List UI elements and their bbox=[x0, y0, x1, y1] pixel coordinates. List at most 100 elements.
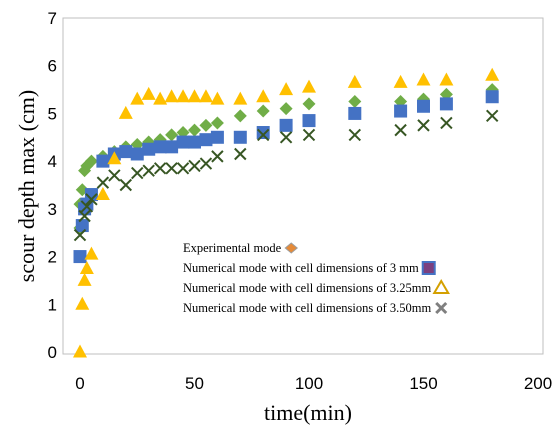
legend-entry: Numerical mode with cell dimensions of 3… bbox=[183, 301, 448, 315]
triangle-data-point bbox=[393, 74, 408, 88]
triangle-data-point bbox=[485, 67, 500, 81]
x-data-point bbox=[131, 166, 144, 180]
series-2-markers bbox=[73, 90, 499, 264]
triangle-data-point bbox=[176, 89, 191, 103]
x-data-point bbox=[485, 109, 499, 123]
triangle-data-point bbox=[73, 344, 87, 358]
x-data-point bbox=[417, 119, 430, 132]
x-data-point bbox=[440, 116, 453, 130]
y-tick-label: 1 bbox=[48, 295, 57, 314]
series-4-markers bbox=[73, 109, 499, 242]
legend-entry-label: Numerical mode with cell dimensions of 3… bbox=[183, 301, 431, 315]
diamond-data-point bbox=[256, 104, 270, 118]
diamond-data-point bbox=[233, 109, 247, 123]
legend-entry-label: Numerical mode with cell dimensions of 3… bbox=[183, 281, 431, 295]
x-data-point bbox=[279, 131, 293, 144]
square-data-point bbox=[96, 154, 110, 168]
x-data-point bbox=[394, 123, 407, 137]
square-data-point bbox=[73, 250, 87, 264]
y-axis-title: scour depth max (cm) bbox=[14, 90, 39, 282]
diamond-data-point bbox=[199, 118, 213, 132]
x-data-point bbox=[73, 228, 87, 242]
x-tick-label: 150 bbox=[409, 374, 437, 393]
square-data-point bbox=[417, 99, 430, 113]
x-tick-label: 50 bbox=[185, 374, 204, 393]
square-data-point bbox=[279, 118, 293, 132]
x-axis-title: time(min) bbox=[264, 400, 352, 425]
y-axis-tick-labels: 0 1 2 3 4 5 6 7 bbox=[48, 9, 57, 362]
x-data-point bbox=[165, 162, 178, 175]
legend-triangle-marker bbox=[432, 279, 450, 294]
legend-entry: Numerical mode with cell dimensions of 3… bbox=[183, 261, 436, 275]
data-markers bbox=[73, 67, 500, 358]
square-data-point bbox=[75, 219, 89, 233]
diamond-data-point bbox=[279, 102, 293, 116]
triangle-data-point bbox=[153, 91, 168, 105]
square-data-point bbox=[485, 90, 499, 104]
square-data-point bbox=[348, 106, 362, 120]
square-data-point bbox=[130, 147, 144, 161]
triangle-data-point bbox=[118, 105, 133, 119]
y-tick-label: 4 bbox=[48, 152, 57, 171]
square-data-point bbox=[233, 130, 247, 144]
triangle-data-point bbox=[130, 91, 145, 105]
x-tick-label: 0 bbox=[75, 374, 84, 393]
triangle-data-point bbox=[187, 89, 202, 103]
diamond-data-point bbox=[348, 95, 362, 108]
x-data-point bbox=[80, 200, 94, 213]
x-data-point bbox=[78, 209, 91, 223]
x-data-point bbox=[176, 162, 190, 175]
x-data-point bbox=[302, 128, 316, 142]
y-tick-label: 5 bbox=[48, 104, 57, 123]
y-tick-label: 3 bbox=[48, 200, 57, 219]
triangle-data-point bbox=[233, 91, 248, 105]
diamond-data-point bbox=[165, 128, 179, 142]
legend-square-marker bbox=[421, 261, 436, 275]
square-data-point bbox=[256, 126, 270, 140]
triangle-data-point bbox=[84, 246, 99, 260]
x-data-point bbox=[188, 159, 201, 173]
x-data-point bbox=[85, 193, 98, 206]
triangle-data-point bbox=[79, 261, 94, 274]
plot-area-border bbox=[62, 17, 544, 355]
triangle-data-point bbox=[164, 89, 179, 103]
y-tick-label: 6 bbox=[48, 57, 57, 76]
square-data-point bbox=[394, 104, 408, 118]
x-tick-label: 100 bbox=[295, 374, 323, 393]
diamond-data-point bbox=[84, 154, 98, 168]
y-tick-label: 2 bbox=[48, 248, 57, 267]
square-data-point bbox=[199, 133, 213, 147]
plot-frame bbox=[62, 17, 544, 355]
triangle-data-point bbox=[75, 296, 90, 310]
square-data-point bbox=[142, 142, 156, 156]
square-data-point bbox=[439, 97, 453, 111]
triangle-data-point bbox=[279, 82, 294, 96]
diamond-data-point bbox=[210, 116, 224, 130]
square-data-point bbox=[210, 130, 224, 144]
diamond-data-point bbox=[302, 97, 316, 111]
diamond-data-point bbox=[188, 123, 201, 137]
square-data-point bbox=[176, 135, 190, 149]
legend-x-marker bbox=[435, 301, 448, 315]
triangle-data-point bbox=[302, 79, 316, 93]
legend-entry-label: Experimental mode bbox=[183, 241, 282, 255]
triangle-data-point bbox=[347, 74, 362, 88]
square-data-point bbox=[153, 140, 167, 154]
x-data-point bbox=[108, 169, 121, 182]
legend-entry-label: Numerical mode with cell dimensions of 3… bbox=[183, 261, 419, 275]
triangle-data-point bbox=[77, 272, 92, 286]
square-data-point bbox=[165, 140, 179, 154]
legend: Experimental mode Numerical mode with cel… bbox=[183, 241, 450, 315]
square-data-point bbox=[119, 145, 133, 159]
triangle-data-point bbox=[107, 151, 122, 165]
triangle-data-point bbox=[256, 89, 271, 103]
triangle-data-point bbox=[95, 187, 110, 201]
legend-entry: Numerical mode with cell dimensions of 3… bbox=[183, 279, 450, 295]
y-tick-label: 7 bbox=[48, 9, 57, 28]
triangle-data-point bbox=[210, 91, 225, 105]
triangle-data-point bbox=[198, 89, 213, 103]
series-3-markers bbox=[73, 67, 500, 358]
x-data-point bbox=[153, 162, 167, 175]
triangle-data-point bbox=[439, 72, 454, 86]
